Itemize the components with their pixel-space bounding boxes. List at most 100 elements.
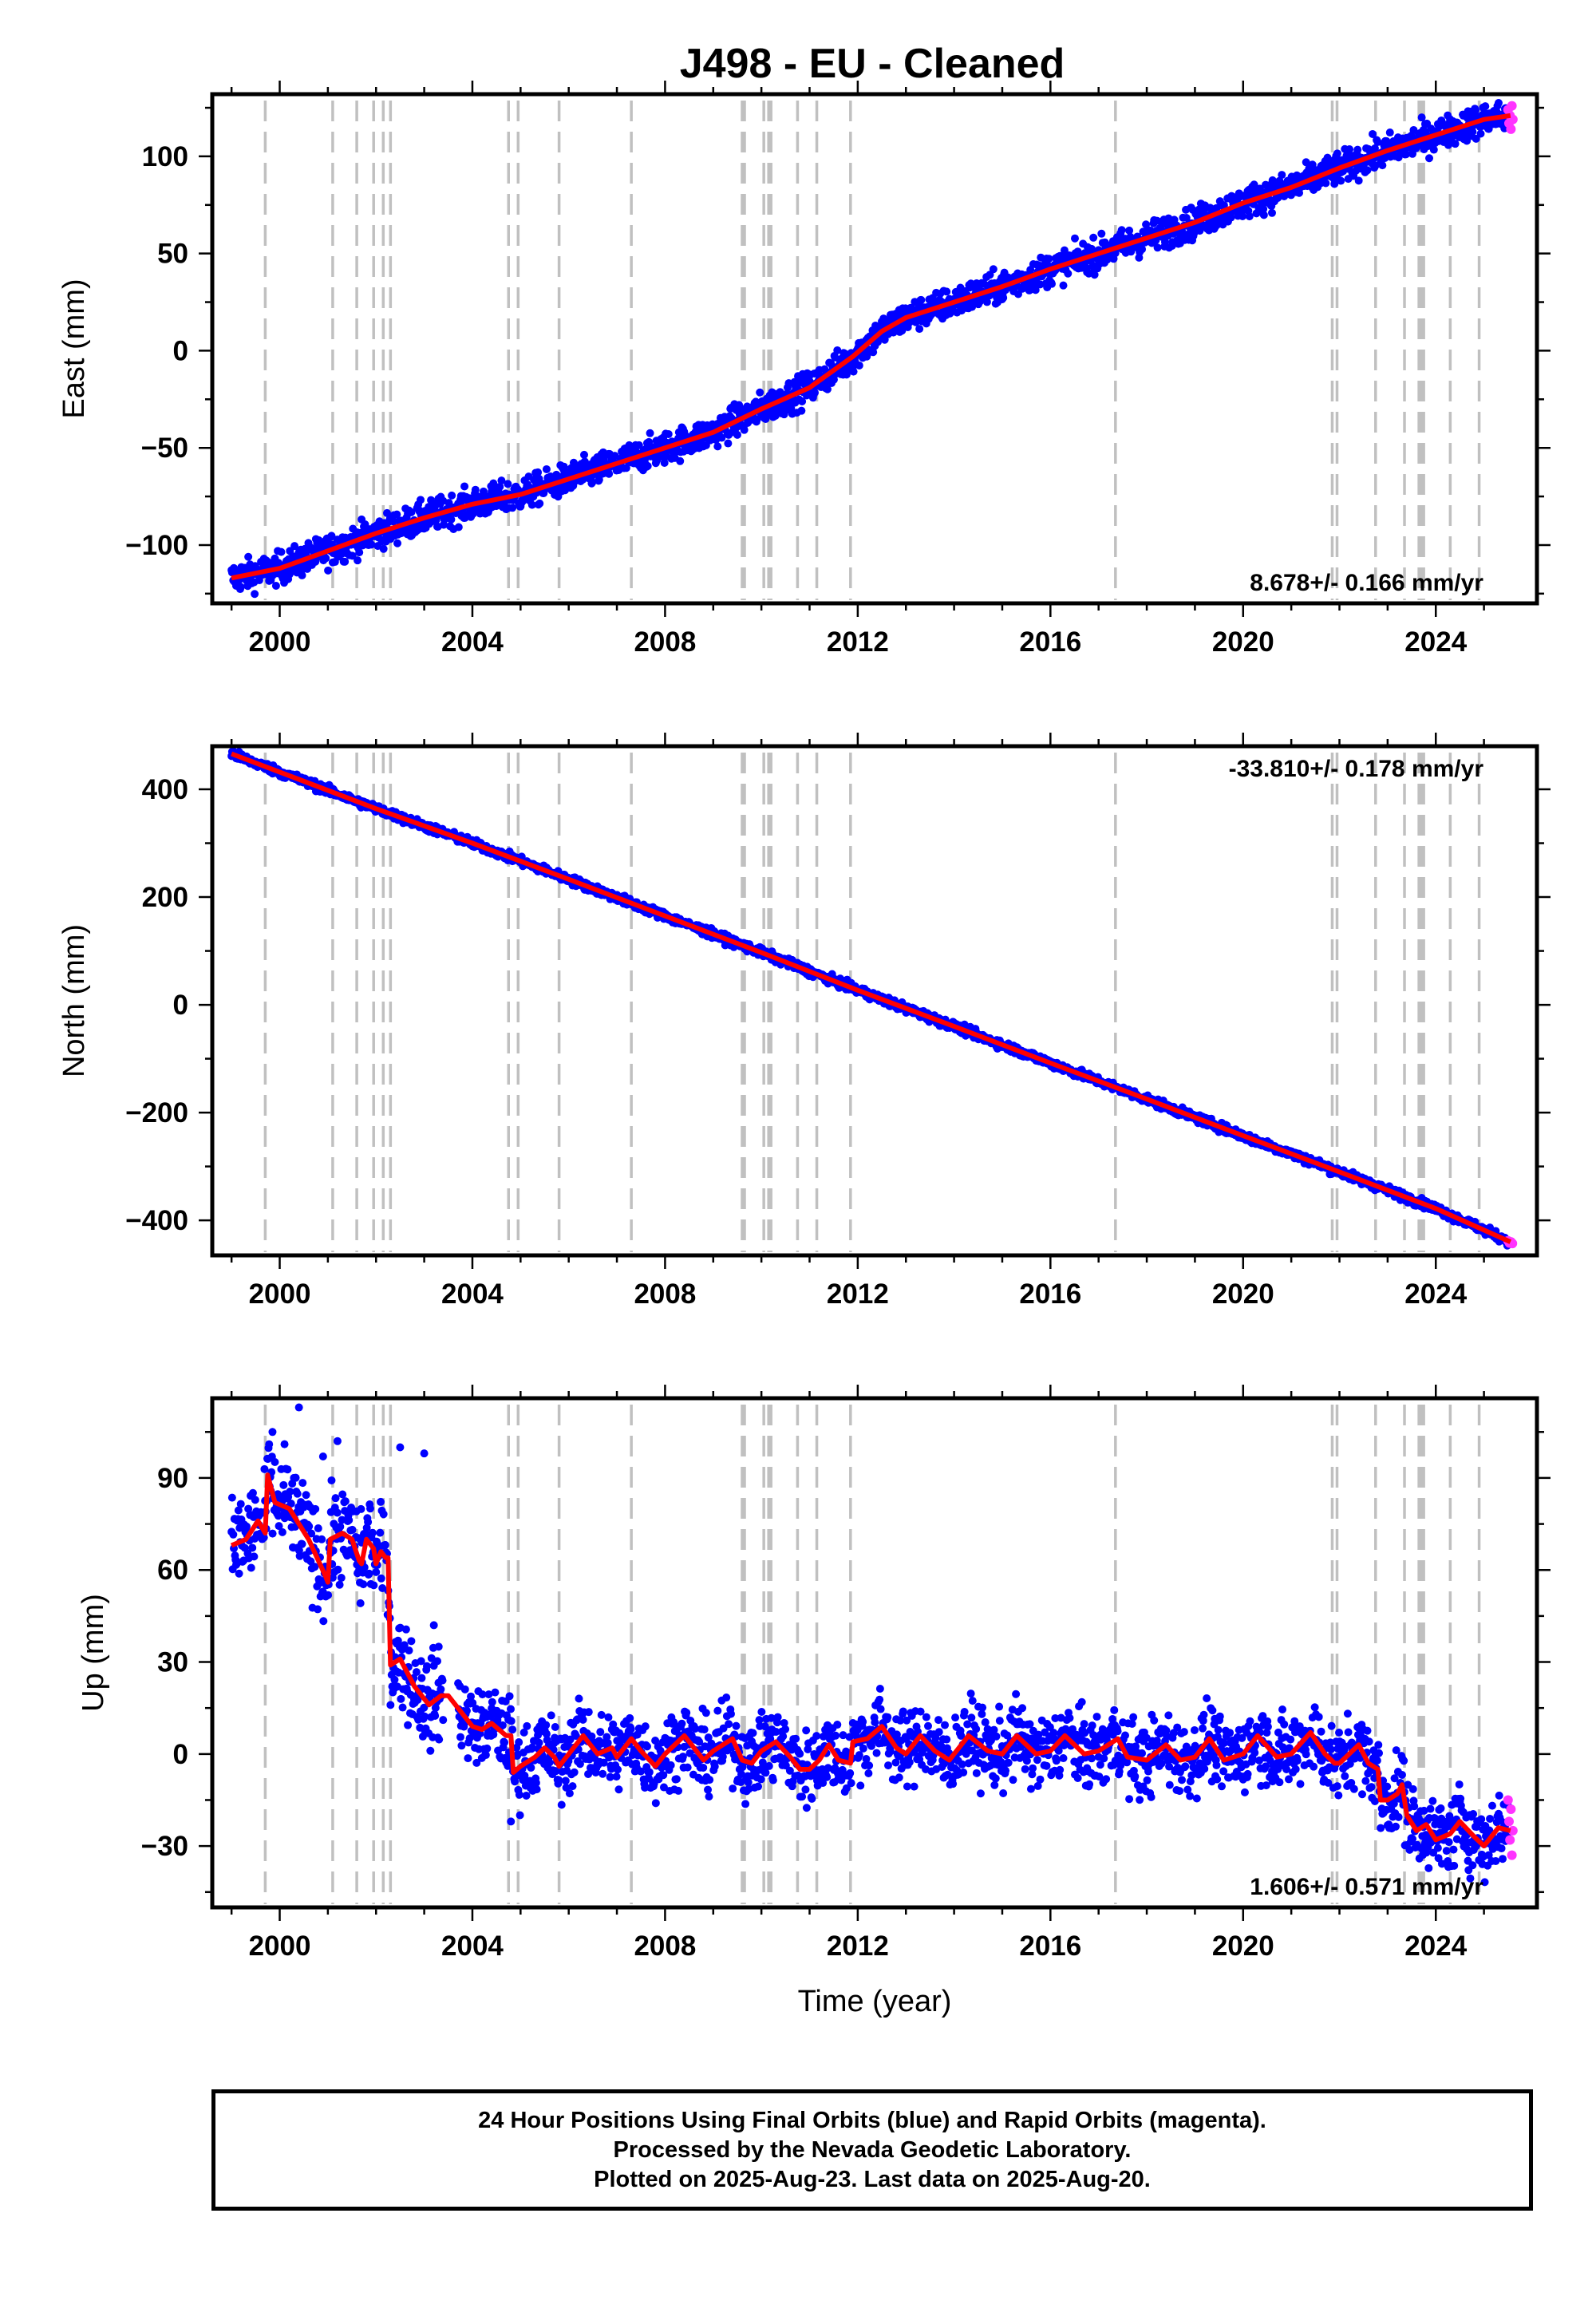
final-orbit-point <box>338 1490 347 1499</box>
final-orbit-point <box>1059 281 1068 290</box>
x-tick-label: 2000 <box>249 1279 311 1310</box>
x-tick-label: 2024 <box>1404 1279 1467 1310</box>
final-orbit-point <box>277 547 286 556</box>
final-orbit-point <box>968 302 977 311</box>
y-tick-label: 50 <box>157 239 188 270</box>
final-orbit-point <box>369 1581 378 1590</box>
final-orbit-point <box>324 1591 333 1599</box>
final-orbit-point <box>1245 212 1254 221</box>
final-orbit-point <box>1324 156 1333 164</box>
x-tick-label: 2012 <box>827 1279 889 1310</box>
final-orbit-point <box>311 1504 320 1513</box>
final-orbit-point <box>1259 204 1268 213</box>
final-orbit-point <box>337 1574 346 1583</box>
final-orbit-point <box>496 482 504 491</box>
final-orbit-point <box>242 1522 251 1531</box>
final-orbit-point <box>260 1464 269 1473</box>
final-orbit-point <box>855 361 863 370</box>
final-orbit-point <box>333 1508 342 1517</box>
final-orbit-point <box>381 1540 389 1549</box>
final-orbit-point <box>290 542 299 551</box>
final-orbit-point <box>356 1599 365 1607</box>
final-orbit-point <box>740 425 749 434</box>
final-orbit-point <box>1363 166 1372 175</box>
plot-frame <box>210 92 1539 606</box>
final-orbit-point <box>357 1504 365 1513</box>
rate-label: 8.678+/- 0.166 mm/yr <box>1250 570 1483 596</box>
final-orbit-point <box>580 450 589 459</box>
final-orbit-point <box>1353 145 1362 154</box>
final-orbit-point <box>1337 176 1345 185</box>
final-orbit-point <box>1048 279 1057 288</box>
final-orbit-point <box>849 367 858 376</box>
final-orbit-point <box>293 1489 302 1498</box>
final-orbit-point <box>324 566 333 575</box>
final-orbit-point <box>298 1539 306 1548</box>
y-axis-label: North (mm) <box>57 924 91 1077</box>
x-tick-label: 2000 <box>249 626 311 658</box>
panel-up: 2000 2004 2008 2012 2016 2020 2024−300306090Up… <box>77 1385 1551 2018</box>
final-orbit-point <box>1417 113 1426 122</box>
final-orbit-point <box>236 1500 245 1508</box>
final-orbit-point <box>348 1525 357 1534</box>
final-orbit-point <box>319 1617 328 1626</box>
final-orbit-point <box>407 508 416 516</box>
final-orbit-point <box>283 1465 292 1474</box>
final-orbit-point <box>278 1528 286 1536</box>
final-orbit-point <box>717 433 726 442</box>
final-orbit-point <box>1153 243 1162 252</box>
final-orbit-point <box>322 554 330 563</box>
final-orbit-point <box>1471 106 1479 115</box>
final-orbit-point <box>1425 154 1434 163</box>
final-orbit-point <box>314 1524 322 1533</box>
final-orbit-point <box>390 1675 399 1684</box>
rapid-orbit-point <box>1507 101 1517 111</box>
final-orbit-point <box>393 1636 402 1645</box>
final-orbit-point <box>359 1580 368 1589</box>
final-orbit-point <box>334 1565 342 1574</box>
final-orbit-point <box>735 401 744 409</box>
final-orbit-point <box>1278 171 1286 180</box>
final-orbit-point <box>1494 99 1503 108</box>
final-orbit-point <box>259 1533 268 1542</box>
x-tick-label: 2016 <box>1019 626 1081 658</box>
final-orbit-point <box>367 540 376 549</box>
final-orbit-point <box>271 1457 279 1466</box>
final-orbit-point <box>753 415 761 424</box>
final-orbit-point <box>1060 246 1069 255</box>
final-orbit-point <box>1259 211 1268 219</box>
final-orbit-point <box>393 510 401 519</box>
final-orbit-point <box>348 551 357 560</box>
rate-label: -33.810+/- 0.178 mm/yr <box>1229 756 1484 782</box>
y-tick-label: −200 <box>125 1097 188 1128</box>
final-orbit-point <box>247 1563 255 1572</box>
y-tick-label: 100 <box>142 141 188 172</box>
final-orbit-point <box>497 476 506 485</box>
model-line <box>231 113 1511 581</box>
final-orbit-point <box>797 406 806 415</box>
final-orbit-point <box>634 441 643 449</box>
final-orbit-point <box>248 1488 257 1497</box>
y-tick-label: −400 <box>125 1205 188 1236</box>
final-orbit-point <box>364 1518 373 1527</box>
final-orbit-point <box>268 1529 277 1538</box>
final-orbit-point <box>1031 286 1040 294</box>
final-orbit-point <box>915 325 924 334</box>
final-orbit-point <box>508 504 517 512</box>
x-tick-label: 2020 <box>1212 626 1274 658</box>
final-orbit-point <box>236 583 245 591</box>
final-orbit-point <box>1468 128 1477 136</box>
final-orbit-point <box>1385 128 1394 137</box>
final-orbit-point <box>833 346 842 354</box>
final-orbit-point <box>393 539 402 547</box>
final-orbit-point <box>1345 144 1354 153</box>
final-orbit-point <box>447 515 456 524</box>
final-orbit-point <box>275 1522 283 1531</box>
final-orbit-point <box>227 1493 236 1502</box>
plot-frame <box>210 744 1539 1258</box>
final-orbit-point <box>302 1491 310 1500</box>
final-orbit-point <box>251 590 259 599</box>
final-orbit-point <box>823 385 832 393</box>
final-orbit-point <box>724 439 733 448</box>
final-orbit-point <box>444 499 453 508</box>
